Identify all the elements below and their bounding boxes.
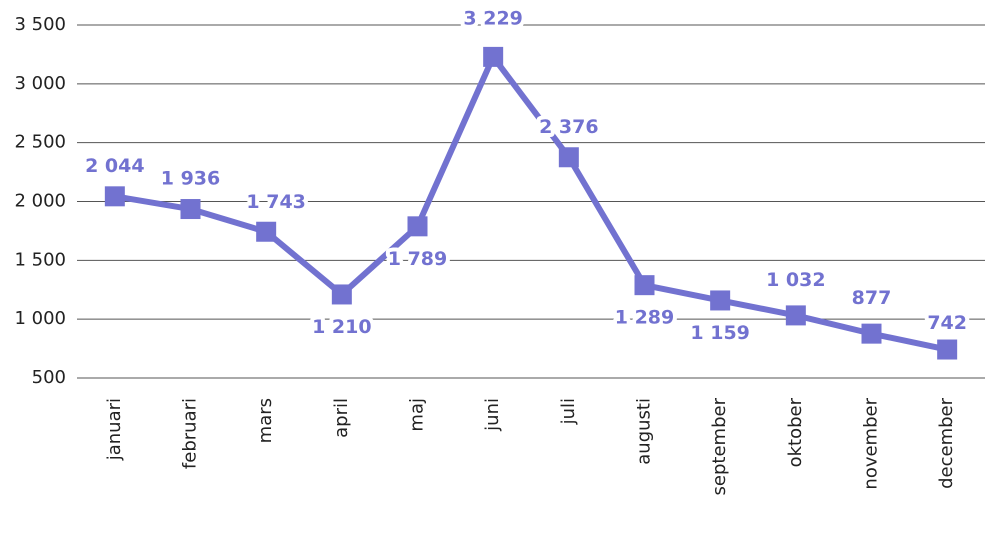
marker — [483, 46, 504, 67]
marker — [558, 147, 579, 168]
value-label: 877 — [852, 287, 892, 309]
x-tick-label: juli — [558, 398, 579, 425]
marker — [180, 199, 201, 220]
x-tick-label: maj — [407, 398, 428, 432]
x-tick-label: februari — [180, 398, 201, 469]
x-tick-label: december — [936, 397, 957, 489]
value-label: 742 — [927, 312, 967, 334]
y-tick-label: 1 500 — [14, 249, 66, 270]
x-tick-label: oktober — [785, 397, 806, 467]
value-label: 1 159 — [690, 322, 750, 344]
value-label: 1 789 — [388, 248, 448, 270]
value-label: 1 936 — [161, 168, 221, 190]
x-tick-label: augusti — [634, 398, 655, 465]
x-tick-label: november — [861, 397, 882, 489]
value-label: 1 210 — [312, 316, 372, 338]
y-tick-label: 2 000 — [14, 191, 66, 212]
y-tick-label: 3 000 — [14, 73, 66, 94]
y-tick-label: 1 000 — [14, 308, 66, 329]
x-tick-label: mars — [255, 398, 276, 443]
x-tick-label: april — [331, 398, 352, 438]
x-tick-label: januari — [104, 398, 125, 461]
y-tick-label: 2 500 — [14, 132, 66, 153]
line — [114, 53, 948, 353]
value-label: 2 376 — [539, 116, 599, 138]
marker — [861, 323, 882, 344]
marker — [937, 339, 958, 360]
value-label: 2 044 — [85, 155, 145, 177]
y-tick-label: 500 — [32, 367, 66, 388]
y-tick-label: 3 500 — [14, 14, 66, 35]
marker — [407, 216, 428, 237]
x-tick-label: september — [709, 397, 730, 495]
marker — [104, 186, 125, 207]
value-label: 1 743 — [246, 191, 306, 213]
value-label: 1 289 — [615, 307, 675, 329]
marker — [710, 290, 731, 311]
marker — [256, 221, 277, 242]
value-label: 1 032 — [766, 269, 826, 291]
x-tick-label: juni — [482, 398, 503, 432]
value-label: 3 229 — [463, 7, 523, 29]
marker — [634, 275, 655, 296]
marker — [785, 305, 806, 326]
marker — [331, 284, 352, 305]
